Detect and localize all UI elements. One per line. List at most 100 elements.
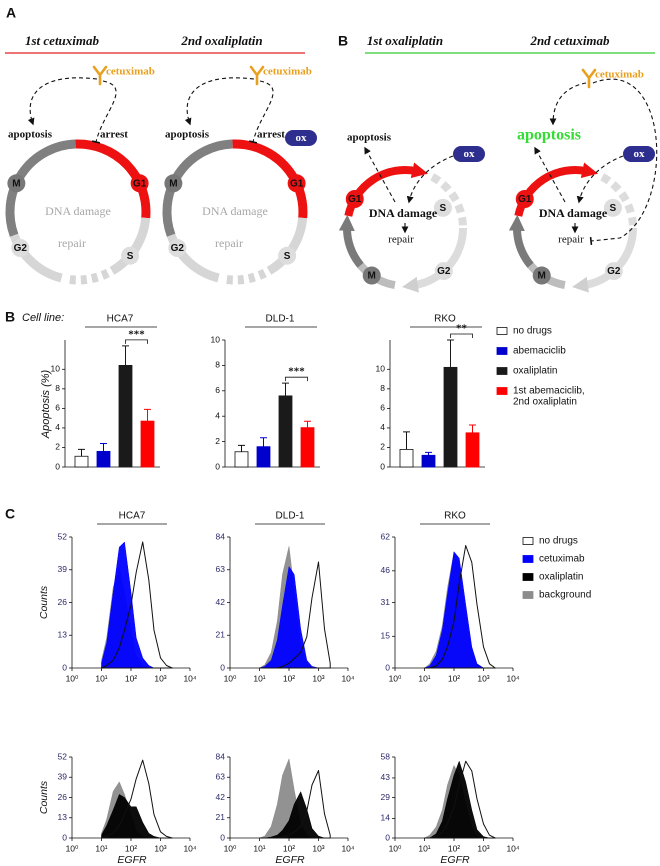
y-tick-label: 0 xyxy=(55,461,60,471)
significance-label: ** xyxy=(456,323,468,335)
ox-label: ox xyxy=(296,132,308,144)
x-tick-label: 10⁰ xyxy=(389,673,402,683)
cycle-arc xyxy=(600,173,637,229)
phase-dot xyxy=(7,174,26,193)
panel-label: B xyxy=(5,309,15,325)
phase-dot xyxy=(362,266,381,285)
x-tick-label: 10⁰ xyxy=(224,843,237,853)
x-tick-label: 10⁰ xyxy=(66,673,79,683)
apoptosis-label: apoptosis xyxy=(165,129,210,141)
legend-label: no drugs xyxy=(539,536,578,547)
group-header: 2nd cetuximab xyxy=(529,33,610,48)
apoptosis-label: apoptosis xyxy=(8,129,53,141)
y-tick-label: 0 xyxy=(385,662,390,672)
phase-label: G1 xyxy=(518,194,532,205)
x-tick-label: 10⁴ xyxy=(506,673,519,683)
cycle-arc xyxy=(5,139,76,237)
legend-label: 1st abemaciclib, xyxy=(513,386,585,397)
y-tick-label: 4 xyxy=(380,422,385,432)
bar xyxy=(234,451,249,468)
x-tick-label: 10³ xyxy=(154,843,166,853)
legend-swatch xyxy=(496,347,508,355)
y-tick-label: 26 xyxy=(58,597,68,607)
y-tick-label: 0 xyxy=(62,832,67,842)
x-axis-label: EGFR xyxy=(117,854,147,866)
cycle-arc xyxy=(65,268,110,285)
y-tick-label: 52 xyxy=(58,751,68,761)
dashed-arrow xyxy=(549,82,587,126)
legend-swatch xyxy=(522,555,534,563)
x-axis-label: EGFR xyxy=(440,854,470,866)
phase-dot xyxy=(130,174,149,193)
cetuximab-label: cetuximab xyxy=(106,66,155,78)
phase-dot xyxy=(434,262,453,281)
legend-label: no drugs xyxy=(513,326,552,337)
y-tick-label: 0 xyxy=(380,461,385,471)
phase-dot xyxy=(11,239,30,258)
legend-label: oxaliplatin xyxy=(513,366,557,377)
histogram-area xyxy=(424,545,496,669)
legend-swatch xyxy=(496,367,508,375)
cycle-arc xyxy=(75,139,151,219)
y-tick-label: 6 xyxy=(55,403,60,413)
bar xyxy=(465,432,480,468)
phase-label: G1 xyxy=(133,178,147,189)
x-tick-label: 10³ xyxy=(312,843,324,853)
error-bar xyxy=(282,382,289,396)
legend-swatch xyxy=(522,591,534,599)
phase-dot xyxy=(604,262,623,281)
bar xyxy=(421,454,436,468)
phase-label: S xyxy=(127,251,134,262)
legend-label: background xyxy=(539,590,591,601)
y-tick-label: 6 xyxy=(380,403,385,413)
error-bar xyxy=(304,420,311,428)
legend-label: abemaciclib xyxy=(513,346,566,357)
legend-swatch xyxy=(522,537,534,545)
phase-label: G2 xyxy=(171,243,185,254)
x-tick-label: 10¹ xyxy=(418,673,430,683)
y-tick-label: 0 xyxy=(220,832,225,842)
error-bar xyxy=(425,451,432,456)
x-tick-label: 10² xyxy=(283,673,295,683)
y-tick-label: 10 xyxy=(211,334,221,344)
phase-label: G2 xyxy=(437,266,451,277)
bar xyxy=(256,446,271,468)
antibody-icon xyxy=(92,65,108,86)
x-tick-label: 10¹ xyxy=(95,673,107,683)
y-tick-label: 39 xyxy=(58,772,68,782)
dashed-arrow xyxy=(534,146,566,203)
ox-pill xyxy=(453,146,485,162)
error-bar xyxy=(447,339,454,368)
dashed-arrow xyxy=(589,78,658,246)
error-bar xyxy=(469,424,476,433)
dashed-arrow xyxy=(364,146,396,203)
histogram-area xyxy=(101,541,173,669)
damage-label: DNA damage xyxy=(539,206,608,220)
error-bar xyxy=(260,437,267,447)
y-tick-label: 21 xyxy=(216,812,226,822)
cycle-arc xyxy=(508,214,534,268)
phase-label: M xyxy=(368,271,376,282)
phase-dot xyxy=(515,190,534,208)
error-bar xyxy=(144,408,151,422)
dashed-arrow xyxy=(27,77,98,126)
error-bar xyxy=(100,443,107,452)
phase-dot xyxy=(278,246,297,265)
y-axis-label: Apoptosis (%) xyxy=(40,369,52,439)
y-tick-label: 46 xyxy=(381,565,391,575)
y-tick-label: 58 xyxy=(381,751,391,761)
panel-label: C xyxy=(5,506,15,522)
legend-label: oxaliplatin xyxy=(539,572,583,583)
arrest-label: arrest xyxy=(257,129,285,141)
x-tick-label: 10² xyxy=(448,673,460,683)
y-axis-label: Counts xyxy=(38,780,50,814)
y-tick-label: 13 xyxy=(58,630,68,640)
phase-label: M xyxy=(12,178,20,189)
phase-dot xyxy=(603,198,622,217)
y-tick-label: 26 xyxy=(58,792,68,802)
chart-title: DLD-1 xyxy=(266,314,295,325)
histogram-area xyxy=(101,759,173,839)
y-tick-label: 39 xyxy=(58,564,68,574)
y-axis-label: Counts xyxy=(38,585,50,619)
